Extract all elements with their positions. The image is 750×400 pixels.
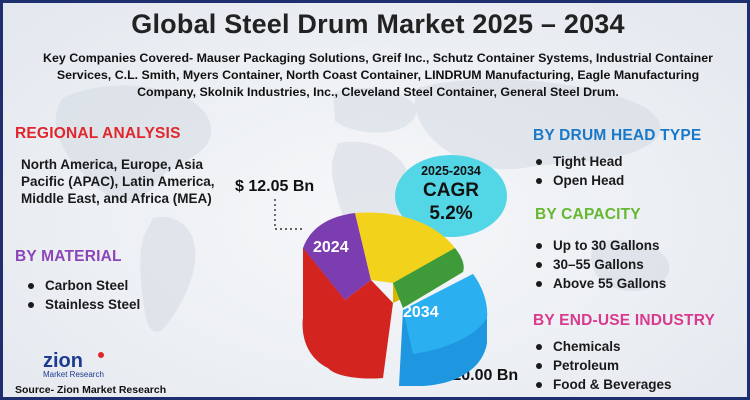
pie-slice-blue-top: [403, 274, 488, 354]
list-item: Chemicals: [531, 337, 672, 356]
drum-head-type-heading: BY DRUM HEAD TYPE: [533, 127, 702, 144]
list-item: Above 55 Gallons: [531, 274, 666, 293]
material-heading: BY MATERIAL: [15, 248, 122, 265]
pie-slice-green: [393, 248, 464, 308]
market-value-2024: $ 12.05 Bn: [235, 178, 315, 195]
drum-head-type-list: Tight Head Open Head: [531, 152, 624, 190]
key-companies-text: Key Companies Covered- Mauser Packaging …: [43, 51, 713, 99]
source-text: Source- Zion Market Research: [15, 384, 167, 396]
material-list: Carbon Steel Stainless Steel: [23, 276, 140, 314]
pie-label-2024: 2024: [313, 239, 349, 256]
cagr-value: 5.2%: [429, 203, 473, 224]
pie-slice-yellow: [355, 212, 455, 283]
list-item: Food & Beverages: [531, 375, 672, 394]
market-pie-graphic: 2024 2034: [302, 212, 488, 386]
pie-slice-red: [302, 248, 393, 379]
end-use-industry-heading: BY END-USE INDUSTRY: [533, 312, 716, 329]
regional-analysis-text: North America, Europe, Asia Pacific (APA…: [21, 157, 215, 206]
pie-slice-purple-top: [303, 213, 371, 300]
cagr-label: CAGR: [423, 180, 479, 201]
capacity-list: Up to 30 Gallons 30–55 Gallons Above 55 …: [531, 236, 666, 294]
svg-text:zion: zion: [43, 350, 83, 372]
pie-label-2034: 2034: [403, 304, 439, 321]
list-item: Tight Head: [531, 152, 624, 171]
svg-text:Market Research: Market Research: [43, 370, 104, 379]
zion-logo: zion Market Research: [43, 350, 104, 379]
page-title: Global Steel Drum Market 2025 – 2034: [131, 9, 625, 39]
list-item: Open Head: [531, 171, 624, 190]
list-item: Petroleum: [531, 356, 672, 375]
list-item: Carbon Steel: [23, 276, 140, 295]
list-item: 30–55 Gallons: [531, 255, 666, 274]
capacity-heading: BY CAPACITY: [535, 206, 641, 223]
regional-analysis-heading: REGIONAL ANALYSIS: [15, 125, 181, 142]
cagr-years: 2025-2034: [421, 164, 481, 178]
end-use-industry-list: Chemicals Petroleum Food & Beverages: [531, 337, 672, 395]
list-item: Up to 30 Gallons: [531, 236, 666, 255]
list-item: Stainless Steel: [23, 295, 140, 314]
